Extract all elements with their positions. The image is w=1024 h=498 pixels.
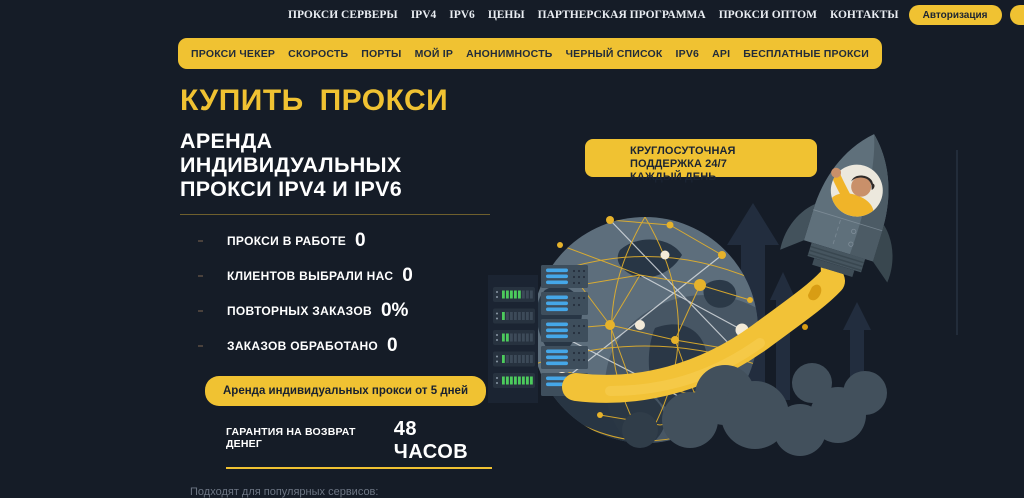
- tools-nav-item[interactable]: АНОНИМНОСТЬ: [466, 47, 553, 60]
- top-nav-link[interactable]: IPV6: [449, 9, 475, 21]
- stat-value: 0: [355, 229, 366, 251]
- stat-label: КЛИЕНТОВ ВЫБРАЛИ НАС: [227, 268, 394, 283]
- top-nav-link[interactable]: ЦЕНЫ: [487, 9, 525, 21]
- rocket-icon: [780, 134, 893, 283]
- hero-illustration: [488, 134, 958, 456]
- top-nav: ПРОКСИ СЕРВЕРЫ IPV4 IPV6 ЦЕНЫ ПАРТНЕРСКАЯ ПР…: [288, 9, 899, 21]
- rocket-trail-icon: [562, 267, 845, 403]
- server-rack-small-icon: [488, 275, 538, 403]
- bullet-dash-icon: [198, 344, 203, 347]
- tools-nav-item[interactable]: ЧЕРНЫЙ СПИСОК: [565, 47, 663, 60]
- top-nav-link[interactable]: КОНТАКТЫ: [829, 9, 899, 21]
- tools-nav-item[interactable]: IPV6: [675, 47, 700, 60]
- tools-nav-item[interactable]: СКОРОСТЬ: [288, 47, 349, 60]
- page-title: КУПИТЬ ПРОКСИ: [180, 84, 449, 117]
- stats-list: ПРОКСИ В РАБОТЕ 0 КЛИЕНТОВ ВЫБРАЛИ НАС 0…: [180, 223, 492, 363]
- support-badge-line2: КАЖДЫЙ ДЕНЬ: [630, 171, 717, 183]
- hero-section: КУПИТЬ ПРОКСИ АРЕНДА ИНДИВИДУАЛЬНЫХ ПРОК…: [180, 84, 492, 498]
- stat-label: ЗАКАЗОВ ОБРАБОТАНО: [227, 338, 379, 353]
- stat-value: 0: [402, 264, 413, 286]
- tools-nav-item[interactable]: ПРОКСИ ЧЕКЕР: [191, 47, 276, 60]
- support-badge: КРУГЛОСУТОЧНАЯ ПОДДЕРЖКА 24/7 КАЖДЫЙ ДЕН…: [585, 139, 817, 183]
- guarantee-label: ГАРАНТИЯ НА ВОЗВРАТ ДЕНЕГ: [226, 426, 356, 450]
- tools-nav-item[interactable]: БЕСПЛАТНЫЕ ПРОКСИ: [743, 47, 869, 60]
- rent-proxy-button[interactable]: Аренда индивидуальных прокси от 5 дней: [205, 376, 487, 406]
- bullet-dash-icon: [198, 239, 203, 242]
- register-button[interactable]: Регистрация: [1009, 5, 1024, 25]
- money-back-guarantee: ГАРАНТИЯ НА ВОЗВРАТ ДЕНЕГ 48 ЧАСОВ: [226, 418, 492, 469]
- bullet-dash-icon: [198, 274, 203, 277]
- top-nav-link[interactable]: IPV4: [410, 9, 437, 21]
- stat-label: ПОВТОРНЫХ ЗАКАЗОВ: [227, 303, 372, 318]
- support-badge-line1: КРУГЛОСУТОЧНАЯ ПОДДЕРЖКА 24/7: [630, 145, 736, 170]
- top-nav-link[interactable]: ПАРТНЕРСКАЯ ПРОГРАММА: [537, 9, 706, 21]
- stat-row: ПОВТОРНЫХ ЗАКАЗОВ 0%: [180, 293, 492, 328]
- top-nav-link[interactable]: ПРОКСИ ОПТОМ: [718, 9, 817, 21]
- tools-nav: ПРОКСИ ЧЕКЕР СКОРОСТЬ ПОРТЫ МОЙ IP АНОНИМНОС…: [178, 38, 882, 69]
- bullet-dash-icon: [198, 309, 203, 312]
- stat-row: КЛИЕНТОВ ВЫБРАЛИ НАС 0: [180, 258, 492, 293]
- services-note: Подходят для популярных сервисов:: [190, 486, 379, 498]
- top-bar: ПРОКСИ СЕРВЕРЫ IPV4 IPV6 ЦЕНЫ ПАРТНЕРСКАЯ ПР…: [288, 0, 1024, 30]
- stat-row: ЗАКАЗОВ ОБРАБОТАНО 0: [180, 328, 492, 363]
- auth-buttons: Авторизация Регистрация: [908, 5, 1024, 25]
- subtitle-line2: ПРОКСИ IPV4 И IPV6: [180, 177, 403, 201]
- guarantee-value: 48 ЧАСОВ: [393, 418, 469, 463]
- stat-value: 0%: [380, 299, 409, 321]
- stat-row: ПРОКСИ В РАБОТЕ 0: [180, 223, 492, 258]
- tools-nav-item[interactable]: API: [712, 47, 731, 60]
- tools-nav-item[interactable]: МОЙ IP: [414, 47, 454, 60]
- astronaut-person: [825, 171, 875, 224]
- divider: [180, 214, 490, 215]
- clouds-icon: [622, 363, 887, 456]
- stat-value: 0: [387, 334, 398, 356]
- subtitle-line1: АРЕНДА ИНДИВИДУАЛЬНЫХ: [180, 129, 402, 177]
- login-button[interactable]: Авторизация: [908, 5, 1002, 25]
- tools-nav-item[interactable]: ПОРТЫ: [361, 47, 402, 60]
- top-nav-link[interactable]: ПРОКСИ СЕРВЕРЫ: [288, 9, 398, 21]
- page-subtitle: АРЕНДА ИНДИВИДУАЛЬНЫХ ПРОКСИ IPV4 И IPV6: [180, 129, 492, 201]
- decor-line: [956, 150, 958, 335]
- stat-label: ПРОКСИ В РАБОТЕ: [227, 233, 347, 248]
